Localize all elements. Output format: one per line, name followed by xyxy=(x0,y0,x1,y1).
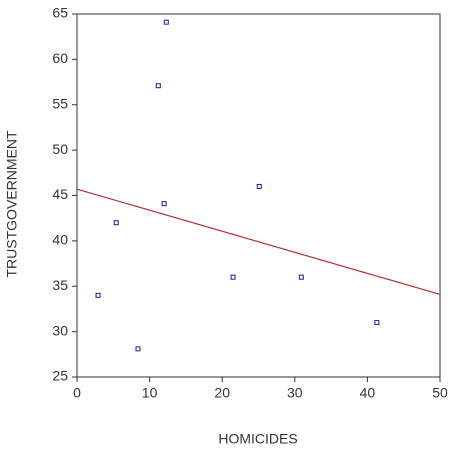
y-tick-label: 35 xyxy=(52,277,68,293)
y-tick-label: 60 xyxy=(52,50,68,66)
scatter-point xyxy=(163,19,169,25)
y-tick-label: 65 xyxy=(52,5,68,21)
x-tick-label: 0 xyxy=(73,385,81,401)
y-tick-label: 55 xyxy=(52,95,68,111)
x-axis-label: HOMICIDES xyxy=(218,431,297,447)
scatter-point xyxy=(161,201,167,207)
x-tick-label: 50 xyxy=(432,385,448,401)
scatter-point xyxy=(135,346,141,352)
scatter-point xyxy=(113,220,119,226)
scatter-point xyxy=(374,320,380,326)
y-tick-label: 25 xyxy=(52,368,68,384)
scatter-point xyxy=(298,274,304,280)
y-tick-label: 45 xyxy=(52,186,68,202)
fit-line xyxy=(76,188,441,295)
x-tick-label: 30 xyxy=(287,385,303,401)
scatter-point xyxy=(256,183,262,189)
plot-frame xyxy=(76,13,441,378)
x-tick-label: 20 xyxy=(214,385,230,401)
y-axis-label: TRUSTGOVERNMENT xyxy=(4,130,20,277)
y-tick-label: 40 xyxy=(52,232,68,248)
x-tick-label: 40 xyxy=(360,385,376,401)
y-tick-label: 30 xyxy=(52,322,68,338)
scatter-point xyxy=(155,83,161,89)
x-tick-label: 10 xyxy=(142,385,158,401)
y-tick-label: 50 xyxy=(52,141,68,157)
scatter-point xyxy=(230,274,236,280)
scatter-point xyxy=(95,292,101,298)
